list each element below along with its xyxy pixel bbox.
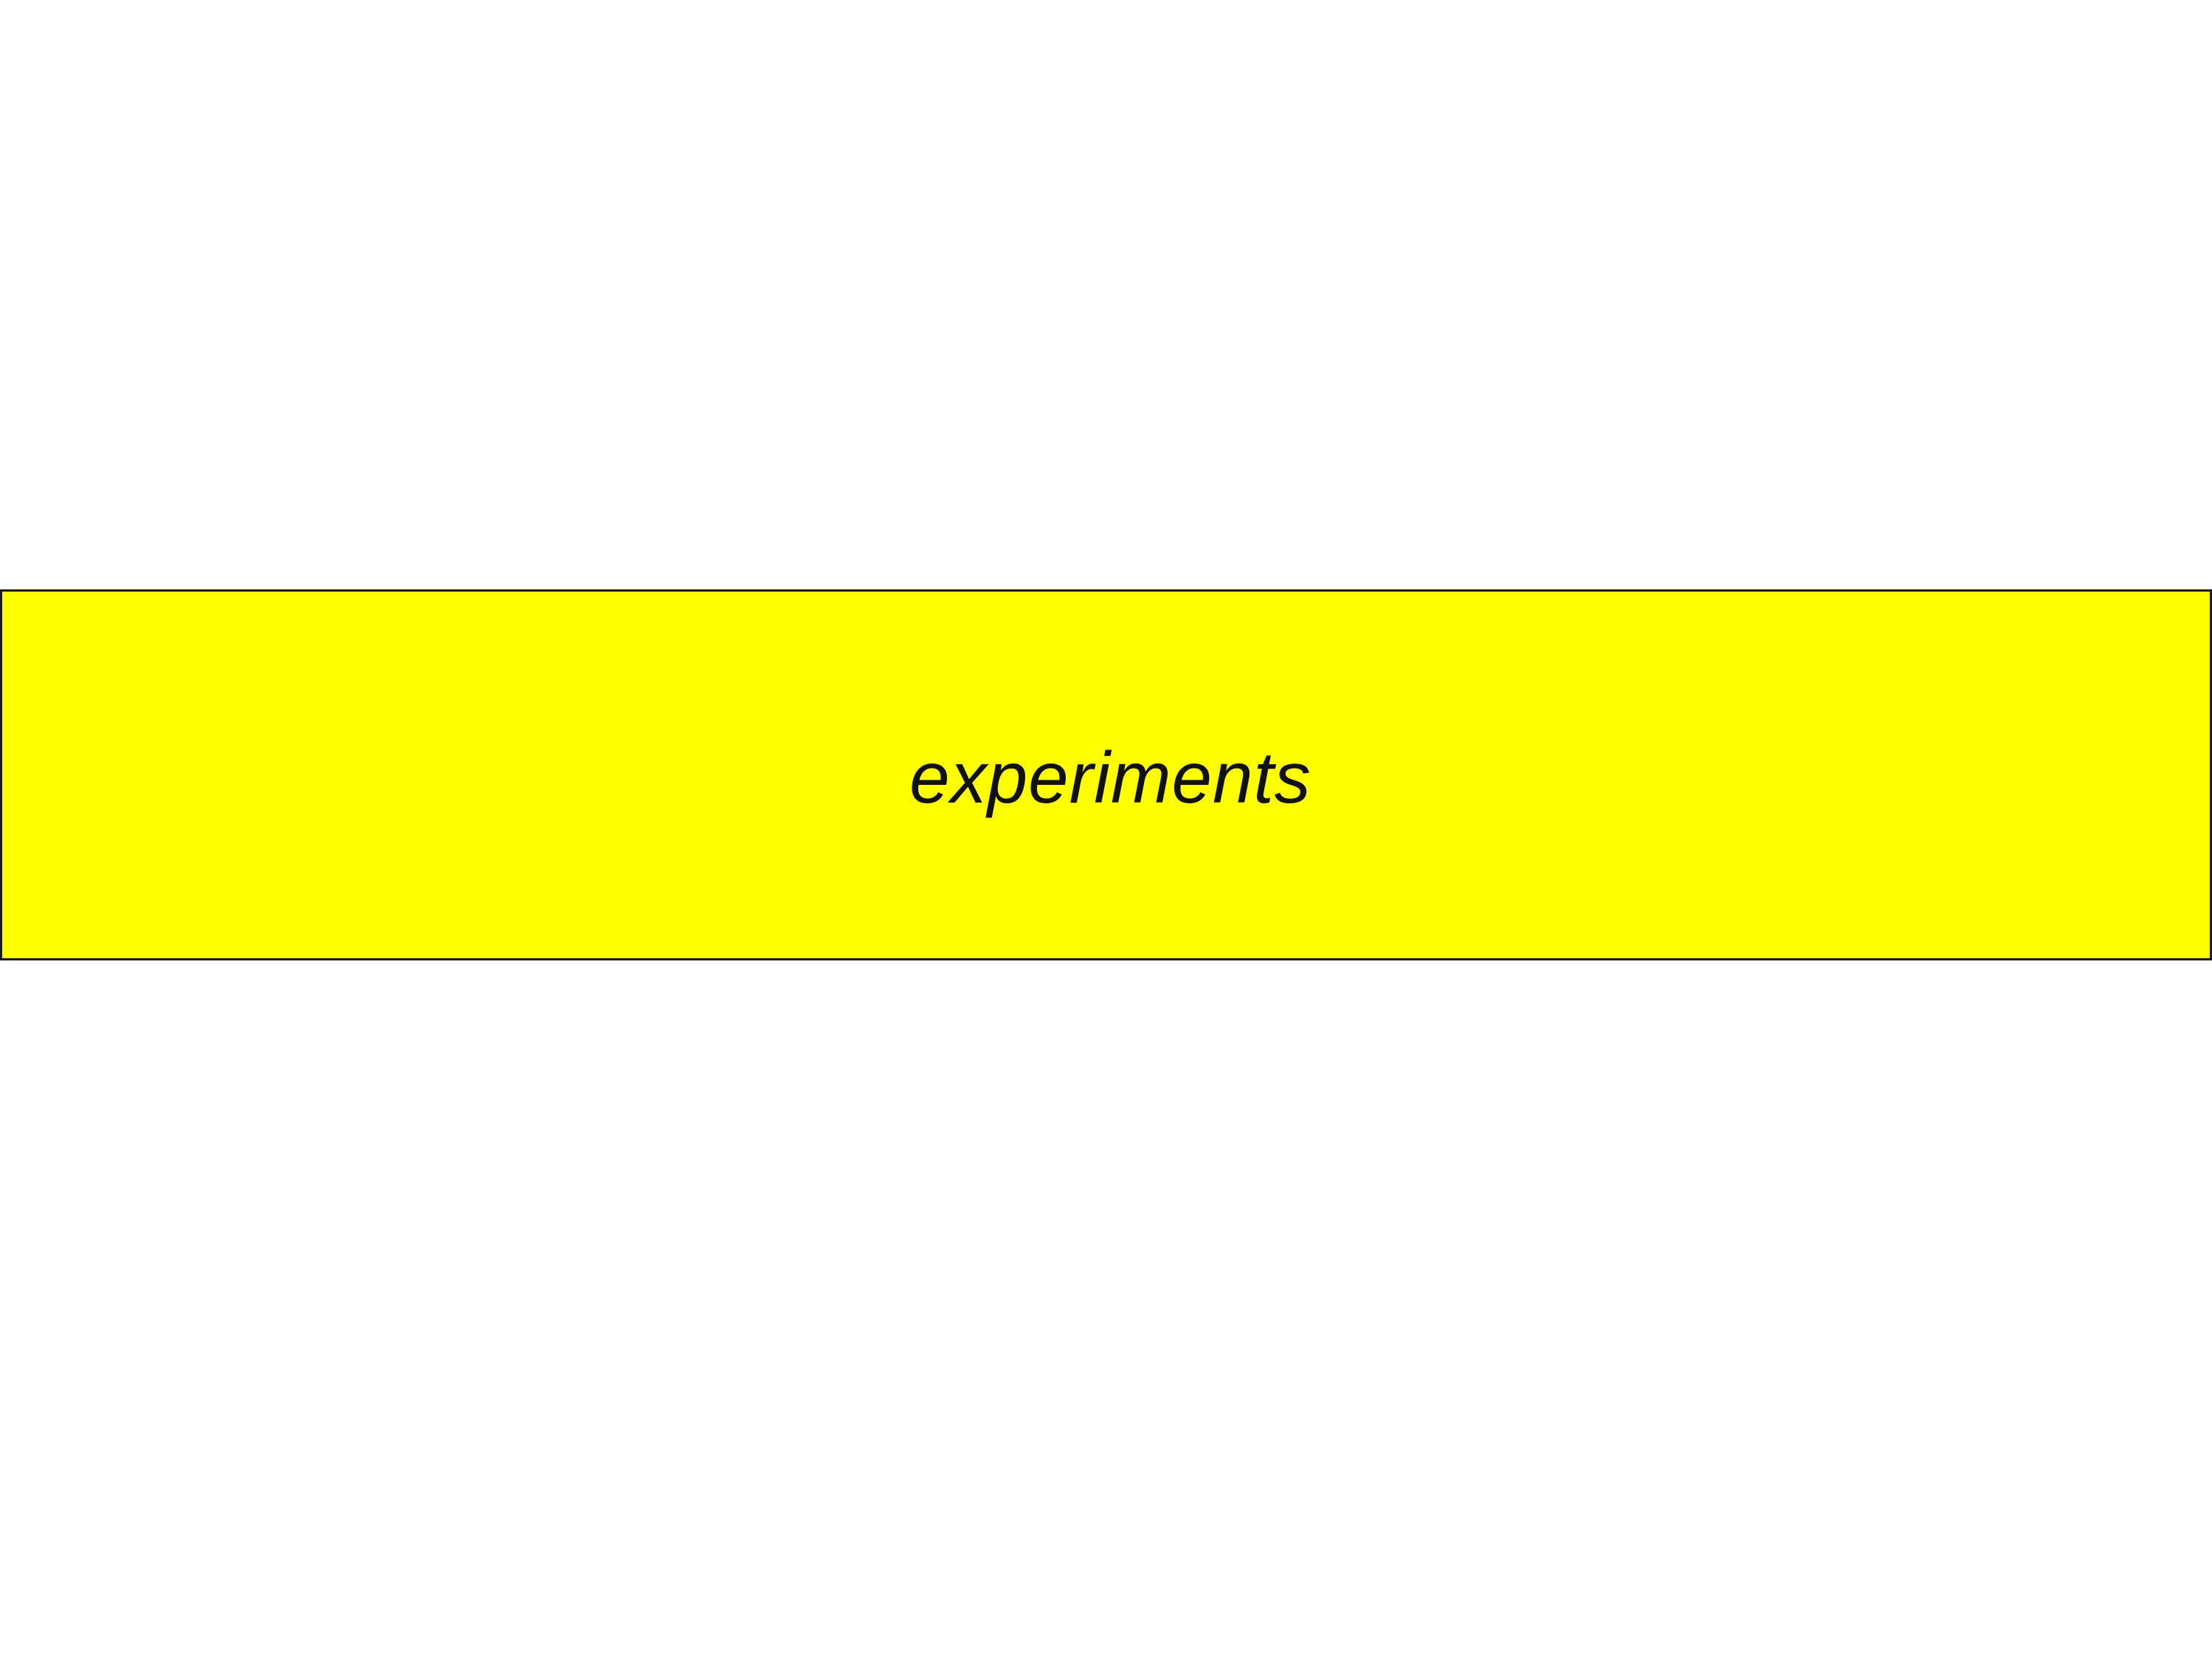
banner-title: experiments [909,736,1311,818]
section-banner: experiments [0,589,2212,960]
